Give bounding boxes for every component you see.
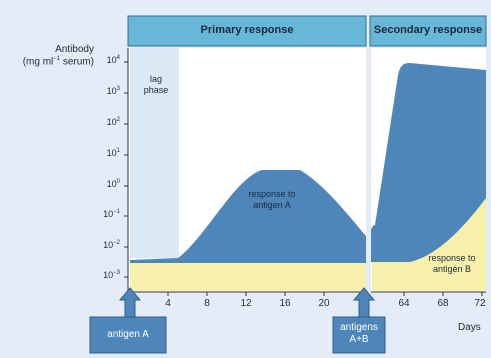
x-axis-unit-label: Days [458, 322, 481, 333]
response-a-label: response to antigen A [248, 189, 296, 210]
x-tick-label: 72 [474, 298, 486, 309]
y-axis-ticks [124, 61, 128, 278]
lag-phase-shading [130, 48, 179, 258]
y-axis-title-line2: (mg ml−1 serum) [22, 56, 94, 68]
antigens-a-b-box-label: antigens A+B [340, 322, 378, 345]
header-primary-band [127, 15, 367, 47]
secondary-antigen-b-curve [372, 198, 486, 291]
y-tick-label: 102 [106, 117, 120, 127]
header-secondary-band [369, 15, 487, 47]
x-tick-label: 68 [437, 298, 449, 309]
y-axis-title-line1: Antibody [55, 44, 94, 55]
lag-phase-label: lag phase [143, 74, 169, 95]
y-tick-label: 10−1 [103, 209, 120, 219]
x-tick-label: 20 [318, 298, 330, 309]
y-tick-label: 100 [106, 179, 120, 189]
y-tick-label: 104 [106, 55, 120, 65]
axis-break [366, 40, 371, 300]
primary-antigen-b-band [130, 262, 366, 291]
header-secondary-label: Secondary response [373, 24, 483, 36]
x-tick-label: 16 [279, 298, 291, 309]
y-tick-label: 101 [106, 148, 120, 158]
x-tick-label: 12 [240, 298, 252, 309]
antigen-a-box [89, 316, 167, 354]
antigen-a-box-label: antigen A [107, 329, 149, 340]
x-axis-ticks [167, 292, 483, 296]
y-tick-label: 10−3 [103, 270, 120, 280]
x-tick-label: 4 [165, 298, 171, 309]
response-b-label: response to antigen B [428, 253, 476, 274]
antigens-a-b-box [332, 316, 386, 354]
header-primary-label: Primary response [200, 24, 294, 36]
x-tick-label: 64 [398, 298, 410, 309]
primary-response-curve [130, 170, 366, 263]
y-tick-label: 10−2 [103, 240, 120, 250]
secondary-antigen-a-curve [368, 63, 486, 262]
y-tick-label: 103 [106, 86, 120, 96]
x-tick-label: 8 [204, 298, 210, 309]
